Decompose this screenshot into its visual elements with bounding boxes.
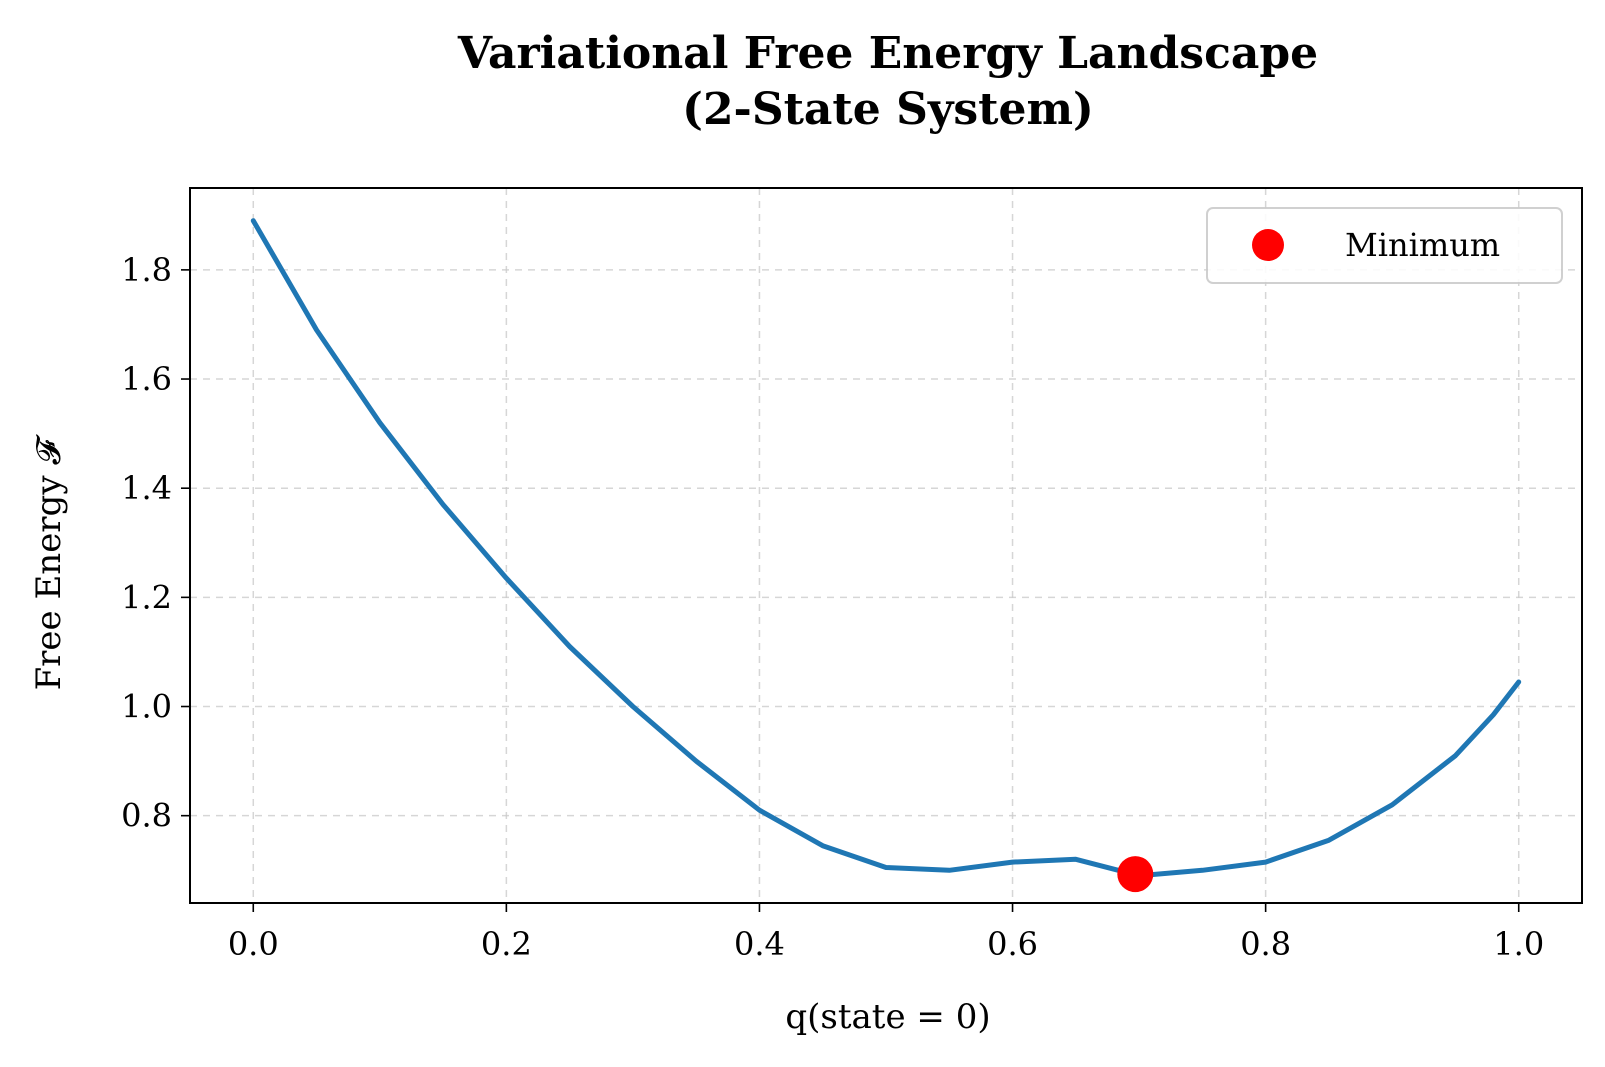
legend-marker-minimum xyxy=(1252,229,1284,261)
legend: Minimum xyxy=(1206,207,1563,284)
y-tick-label: 1.4 xyxy=(121,469,172,507)
series-layer xyxy=(250,218,1522,893)
ticks: 0.0 0.2 0.4 0.6 0.8 1.0 0.8 1.0 1.2 1.4 1.6 1.8 xyxy=(121,251,1544,963)
minimum-point xyxy=(1117,856,1154,893)
x-tick-label: 0.8 xyxy=(1240,925,1291,963)
grid xyxy=(190,188,1582,903)
legend-label-minimum: Minimum xyxy=(1345,226,1500,264)
x-tick-label: 0.6 xyxy=(987,925,1038,963)
y-tick-label: 1.8 xyxy=(121,251,172,289)
x-tick-label: 1.0 xyxy=(1493,925,1544,963)
y-axis-label: Free Energy 𝓕 xyxy=(29,434,69,691)
x-tick-label: 0.2 xyxy=(481,925,532,963)
chart-title-line-1: Variational Free Energy Landscape xyxy=(457,28,1318,79)
free-energy-curve xyxy=(250,218,1522,879)
x-tick-label: 0.4 xyxy=(734,925,785,963)
y-tick-label: 1.6 xyxy=(121,360,172,398)
y-tick-label: 0.8 xyxy=(121,797,172,835)
x-tick-label: 0.0 xyxy=(228,925,279,963)
y-tick-label: 1.0 xyxy=(121,688,172,726)
x-axis-label: q(state = 0) xyxy=(785,997,990,1037)
legend-box xyxy=(1206,207,1563,284)
chart-title-line-2: (2-State System) xyxy=(682,84,1094,135)
y-tick-label: 1.2 xyxy=(121,578,172,616)
plot-frame xyxy=(189,187,1583,904)
